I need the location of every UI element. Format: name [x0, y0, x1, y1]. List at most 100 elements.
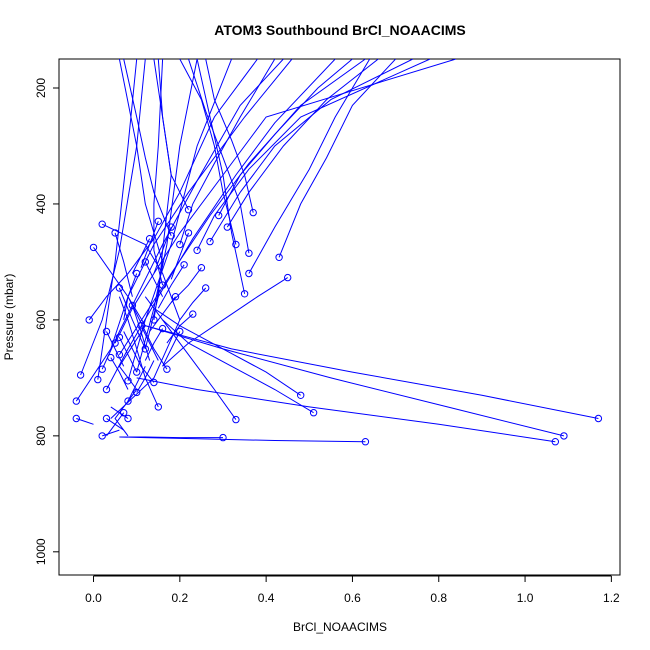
data-point	[215, 211, 223, 220]
data-point	[150, 378, 158, 387]
data-point	[76, 371, 85, 379]
data-point	[180, 261, 188, 269]
data-point	[115, 333, 124, 341]
y-tick-label: 400	[34, 194, 48, 214]
data-point	[275, 253, 283, 261]
data-point	[102, 385, 111, 394]
series-line	[118, 59, 366, 355]
series-line	[218, 59, 353, 216]
series-line	[106, 59, 336, 390]
data-point	[232, 240, 240, 249]
series-line	[162, 277, 288, 367]
series-line	[196, 59, 246, 294]
series-line	[153, 226, 172, 274]
data-point	[107, 353, 115, 362]
series-line	[131, 238, 151, 274]
data-layer	[72, 59, 603, 446]
series-line	[136, 59, 198, 373]
data-point	[297, 391, 305, 399]
series-line	[144, 261, 164, 297]
data-point	[133, 368, 141, 376]
data-point	[72, 414, 81, 423]
x-tick-label: 0.8	[430, 591, 447, 605]
series-line	[136, 360, 155, 393]
series-line	[209, 59, 414, 242]
data-point	[158, 324, 167, 333]
x-axis-label: BrCl_NOAACIMS	[293, 620, 387, 634]
series-line	[80, 59, 146, 376]
data-point	[163, 365, 171, 373]
data-point	[219, 433, 227, 442]
series-line	[153, 307, 301, 396]
series-line	[157, 59, 189, 210]
series-line	[123, 59, 172, 236]
data-point	[133, 269, 141, 278]
series-line	[179, 59, 276, 245]
data-point	[72, 397, 81, 405]
series-line	[127, 59, 233, 381]
data-point	[102, 327, 111, 336]
x-tick-label: 0.0	[85, 591, 102, 605]
chart-title: ATOM3 Southbound BrCl_NOAACIMS	[214, 22, 465, 38]
series-line	[278, 59, 396, 258]
series-line	[157, 264, 185, 309]
series-line	[123, 273, 138, 320]
data-point	[176, 327, 184, 336]
data-point	[184, 206, 193, 214]
series-line	[114, 232, 133, 297]
data-point	[206, 237, 214, 246]
data-point	[284, 273, 292, 282]
series-line	[149, 296, 176, 332]
data-point	[197, 264, 206, 272]
series-line	[118, 59, 164, 320]
x-tick-label: 1.2	[603, 591, 620, 605]
data-point	[133, 388, 141, 397]
series-line	[162, 331, 181, 367]
series-line	[166, 313, 194, 344]
data-point	[111, 229, 119, 237]
x-tick-label: 1.0	[517, 591, 534, 605]
y-tick-label: 200	[34, 78, 48, 98]
data-point	[594, 414, 603, 423]
series-line	[205, 59, 254, 213]
x-tick-label: 0.6	[344, 591, 361, 605]
series-line	[136, 377, 556, 443]
series-line	[248, 59, 371, 274]
data-point	[245, 269, 253, 278]
series-line	[119, 436, 223, 439]
series-line	[93, 247, 146, 437]
data-point	[128, 301, 137, 310]
x-axis: 0.0 0.2 0.4 0.6 0.8 1.0 1.2	[85, 575, 620, 605]
data-point	[137, 322, 145, 330]
series-line	[110, 357, 129, 390]
series-line	[162, 319, 314, 414]
data-point	[245, 249, 253, 257]
series-line	[144, 328, 164, 361]
series-line	[170, 267, 202, 303]
data-point	[551, 438, 559, 446]
data-point	[202, 284, 210, 292]
data-point	[154, 217, 163, 226]
series-line	[127, 366, 146, 402]
series-line	[131, 305, 151, 361]
data-point	[89, 243, 98, 252]
x-tick-label: 0.4	[258, 591, 275, 605]
data-point	[102, 414, 111, 423]
data-point	[309, 409, 318, 417]
data-point	[150, 316, 158, 324]
data-point	[98, 365, 106, 373]
y-tick-label: 1000	[34, 538, 48, 565]
data-point	[94, 375, 102, 384]
series-line	[179, 59, 237, 245]
data-point	[240, 290, 249, 298]
data-point	[193, 246, 201, 255]
y-tick-label: 800	[34, 426, 48, 446]
series-line	[179, 287, 207, 321]
data-point	[85, 316, 93, 324]
x-tick-label: 0.2	[171, 591, 188, 605]
series-line	[101, 59, 284, 370]
data-point	[98, 220, 106, 228]
data-point	[124, 377, 132, 385]
series-line	[188, 59, 250, 254]
